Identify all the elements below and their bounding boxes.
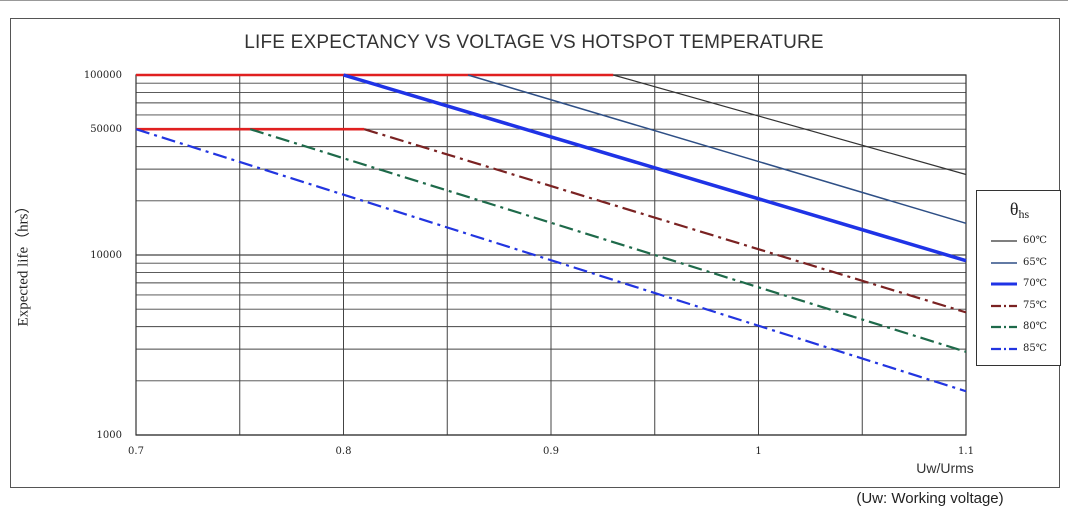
legend-swatch xyxy=(991,347,1017,350)
x-tick-label: 1.1 xyxy=(958,446,974,457)
legend-swatch xyxy=(991,325,1017,329)
x-tick-label: 1 xyxy=(755,446,761,457)
y-tick-label: 100000 xyxy=(84,70,122,81)
series-line-1 xyxy=(467,74,967,225)
top-rule xyxy=(0,0,1068,1)
legend-label: 70℃ xyxy=(1023,278,1047,289)
legend-item: 85℃ xyxy=(991,341,1061,359)
series-layer xyxy=(135,73,967,393)
legend-item: 70℃ xyxy=(991,276,1061,294)
footnote: (Uw: Working voltage) xyxy=(856,490,1004,507)
series-line-3 xyxy=(363,128,967,314)
legend-label: 65℃ xyxy=(1023,256,1047,268)
legend-item: 80℃ xyxy=(991,319,1061,337)
series-line-5 xyxy=(135,128,967,393)
legend-title-sub: hs xyxy=(1018,207,1030,221)
series-line-4 xyxy=(249,128,967,353)
legend-label: 80℃ xyxy=(1023,321,1047,332)
legend-label: 75℃ xyxy=(1023,299,1047,311)
legend-swatch xyxy=(991,304,1017,307)
legend-swatch xyxy=(991,240,1017,242)
x-tick-label: 0.8 xyxy=(336,446,352,457)
legend-title: θhs xyxy=(977,199,1062,222)
x-axis-title: Uw/Urms xyxy=(916,460,974,476)
y-tick-label: 10000 xyxy=(90,250,122,261)
series-line-0 xyxy=(613,74,967,176)
legend-item: 75℃ xyxy=(991,298,1061,316)
chart-frame xyxy=(10,18,1060,488)
legend-item: 65℃ xyxy=(991,255,1061,273)
tick-labels: 100000 50000 10000 1000 0.7 0.8 0.9 1 1.1 xyxy=(84,70,974,457)
legend-swatch xyxy=(991,282,1017,286)
legend: θhs 60℃ 65℃ 70℃ 75℃ 80℃ 85℃ xyxy=(976,190,1061,366)
legend-label: 60℃ xyxy=(1023,235,1047,246)
y-tick-label: 50000 xyxy=(90,124,122,135)
legend-label: 85℃ xyxy=(1023,342,1047,354)
y-tick-label: 1000 xyxy=(97,430,122,441)
chart-title: LIFE EXPECTANCY VS VOLTAGE VS HOTSPOT TE… xyxy=(244,32,824,53)
legend-swatch xyxy=(991,261,1017,264)
y-axis-title: Expected life（hrs） xyxy=(15,198,32,327)
x-tick-label: 0.9 xyxy=(543,446,559,457)
legend-title-theta: θ xyxy=(1009,199,1019,219)
x-tick-label: 0.7 xyxy=(128,446,144,457)
series-line-2 xyxy=(342,73,967,263)
legend-item: 60℃ xyxy=(991,233,1061,251)
